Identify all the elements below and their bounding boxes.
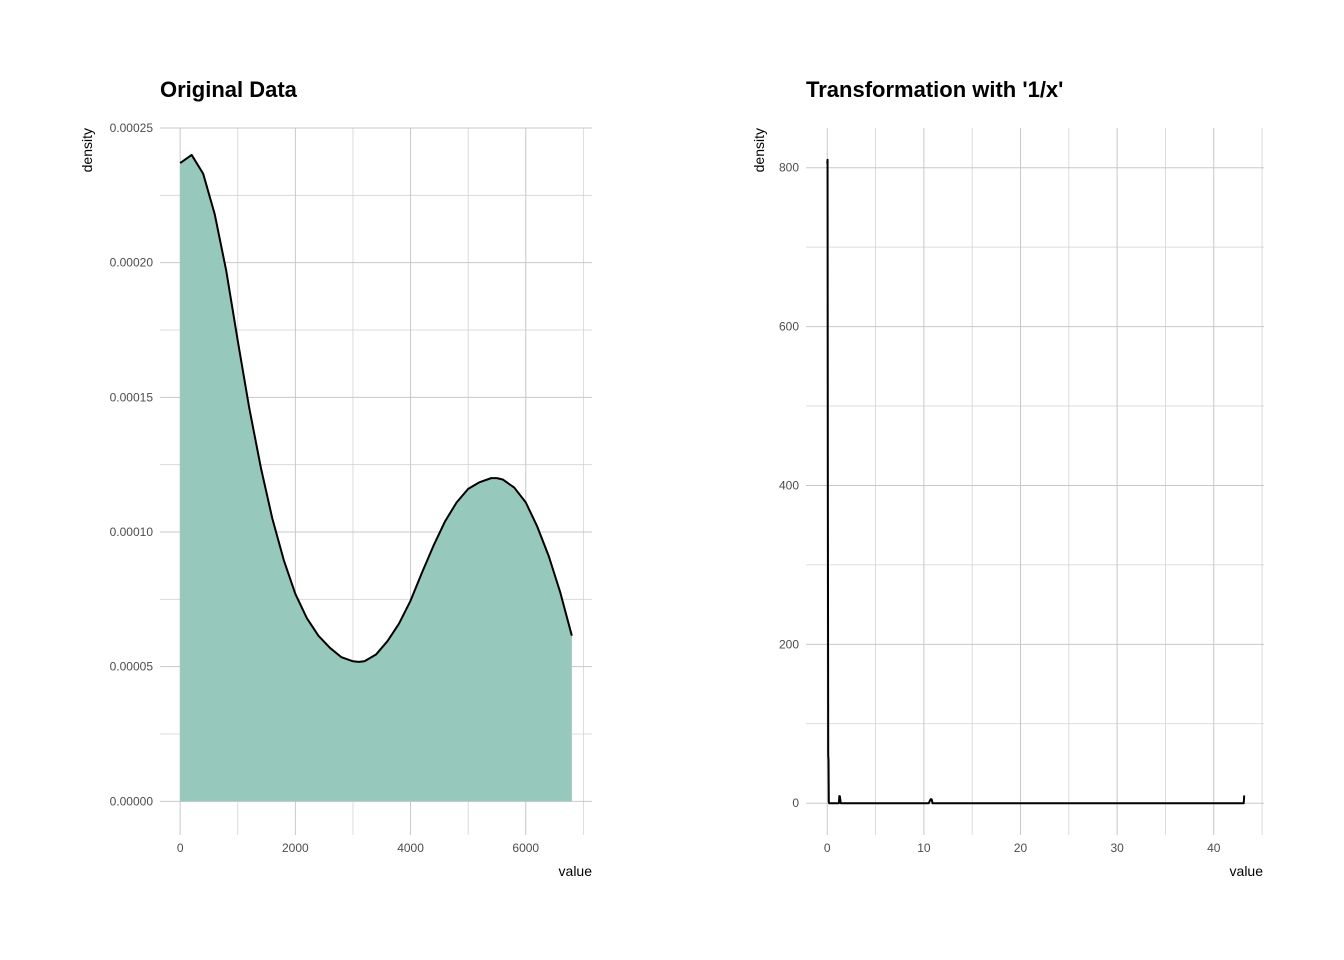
x-tick-label: 2000 (282, 841, 309, 855)
y-tick-label: 0.00010 (110, 525, 154, 539)
x-axis-label: value (1230, 863, 1264, 879)
chart-title: Original Data (160, 77, 298, 102)
y-tick-label: 0.00005 (110, 660, 154, 674)
x-tick-label: 10 (917, 841, 931, 855)
panel-original-data: Original Data 0 2000 4000 6000 0.00000 0.0000… (79, 77, 592, 879)
y-tick-label: 400 (779, 478, 799, 492)
x-tick-label: 0 (824, 841, 831, 855)
x-tick-label: 20 (1014, 841, 1028, 855)
grid (806, 128, 1264, 835)
density-line (826, 158, 1246, 805)
y-axis-label: density (751, 128, 767, 172)
y-tick-label: 0 (792, 796, 799, 810)
y-axis-label: density (79, 128, 95, 172)
y-tick-label: 0.00015 (110, 390, 154, 404)
y-tick-label: 0.00020 (110, 256, 154, 270)
series (826, 158, 1246, 805)
x-tick-label: 30 (1110, 841, 1124, 855)
y-tick-label: 600 (779, 320, 799, 334)
panel-transformation: Transformation with '1/x' 0 10 20 30 4002004… (751, 77, 1264, 879)
x-axis-label: value (559, 863, 593, 879)
x-tick-label: 6000 (512, 841, 539, 855)
y-tick-label: 0.00025 (110, 121, 154, 135)
density-area (180, 154, 572, 802)
y-tick-label: 200 (779, 637, 799, 651)
x-tick-label: 4000 (397, 841, 424, 855)
x-tick-label: 40 (1207, 841, 1221, 855)
x-tick-label: 0 (177, 841, 184, 855)
series (179, 153, 573, 802)
density-line (179, 153, 573, 663)
y-tick-label: 0.00000 (110, 794, 154, 808)
chart-title: Transformation with '1/x' (806, 77, 1063, 102)
y-tick-label: 800 (779, 161, 799, 175)
ticks: 0 2000 4000 6000 0.00000 0.00005 0.00010 0.0001… (110, 121, 540, 855)
